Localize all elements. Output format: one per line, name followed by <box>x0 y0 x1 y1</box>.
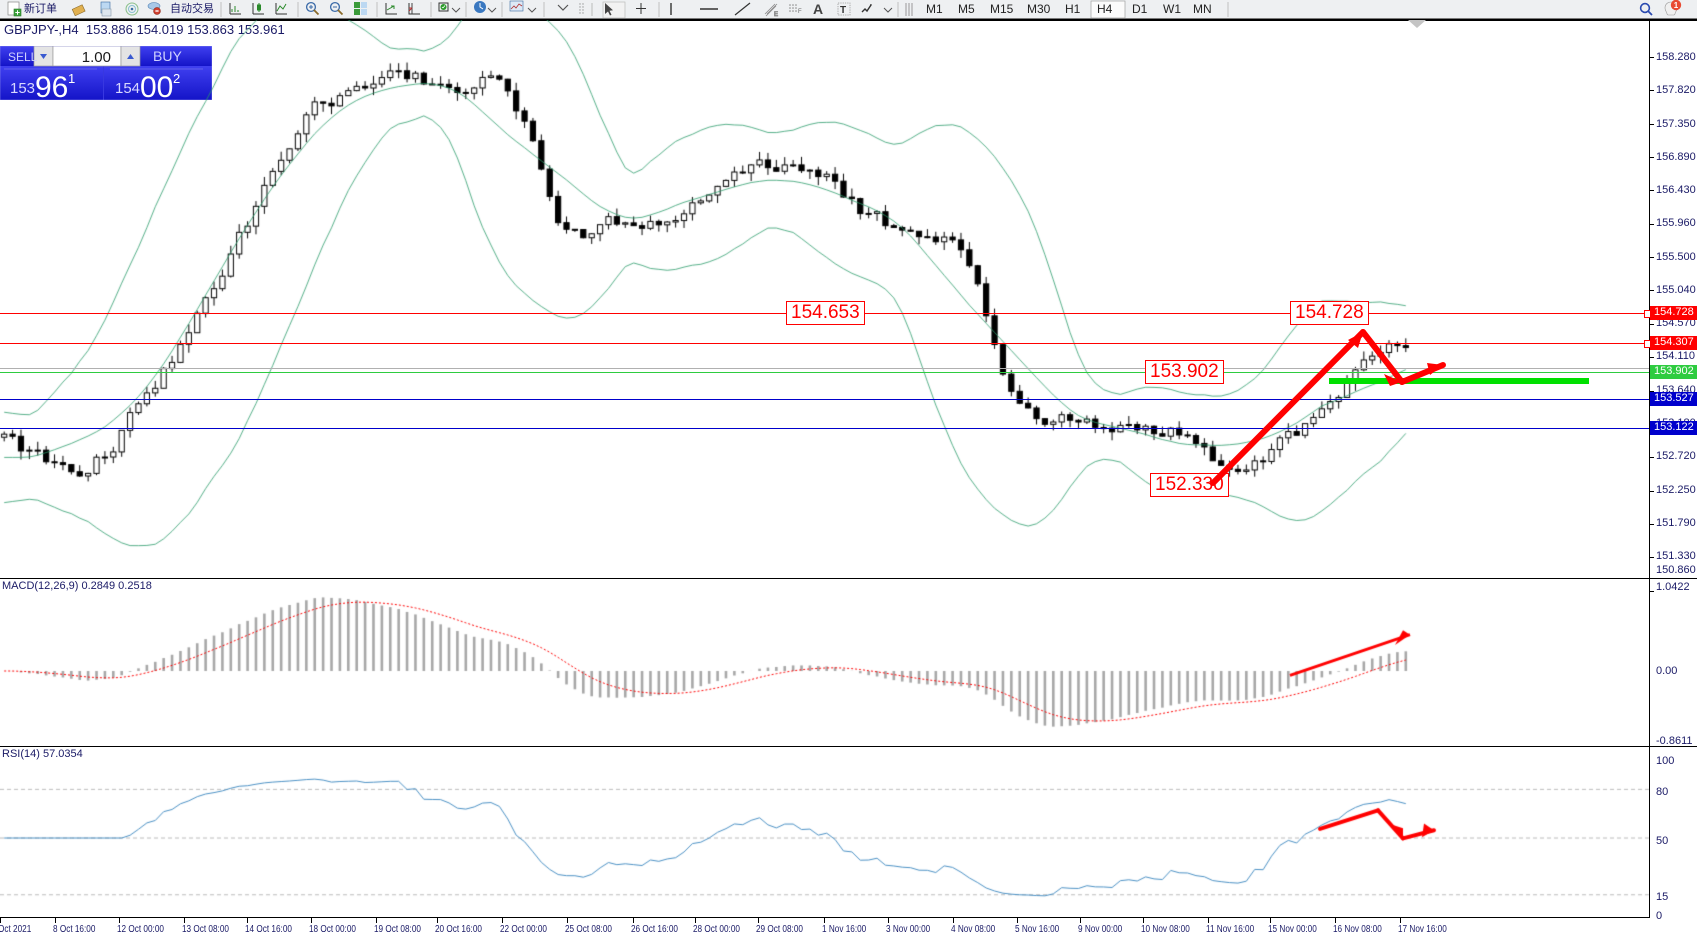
svg-text:W1: W1 <box>1163 2 1181 16</box>
svg-text:1: 1 <box>1674 1 1679 10</box>
svg-text:M1: M1 <box>926 2 943 16</box>
svg-text:M30: M30 <box>1027 2 1051 16</box>
svg-text:新订单: 新订单 <box>24 1 57 15</box>
svg-text:H1: H1 <box>1065 2 1081 16</box>
svg-text:MN: MN <box>1193 2 1212 16</box>
svg-text:H4: H4 <box>1097 2 1113 16</box>
svg-text:A: A <box>813 1 823 17</box>
svg-text:自动交易: 自动交易 <box>170 1 214 15</box>
svg-text:F: F <box>798 9 802 15</box>
svg-text:D1: D1 <box>1132 2 1148 16</box>
svg-text:E: E <box>774 12 778 18</box>
svg-text:M15: M15 <box>990 2 1014 16</box>
svg-text:T: T <box>840 5 846 16</box>
svg-text:M5: M5 <box>958 2 975 16</box>
